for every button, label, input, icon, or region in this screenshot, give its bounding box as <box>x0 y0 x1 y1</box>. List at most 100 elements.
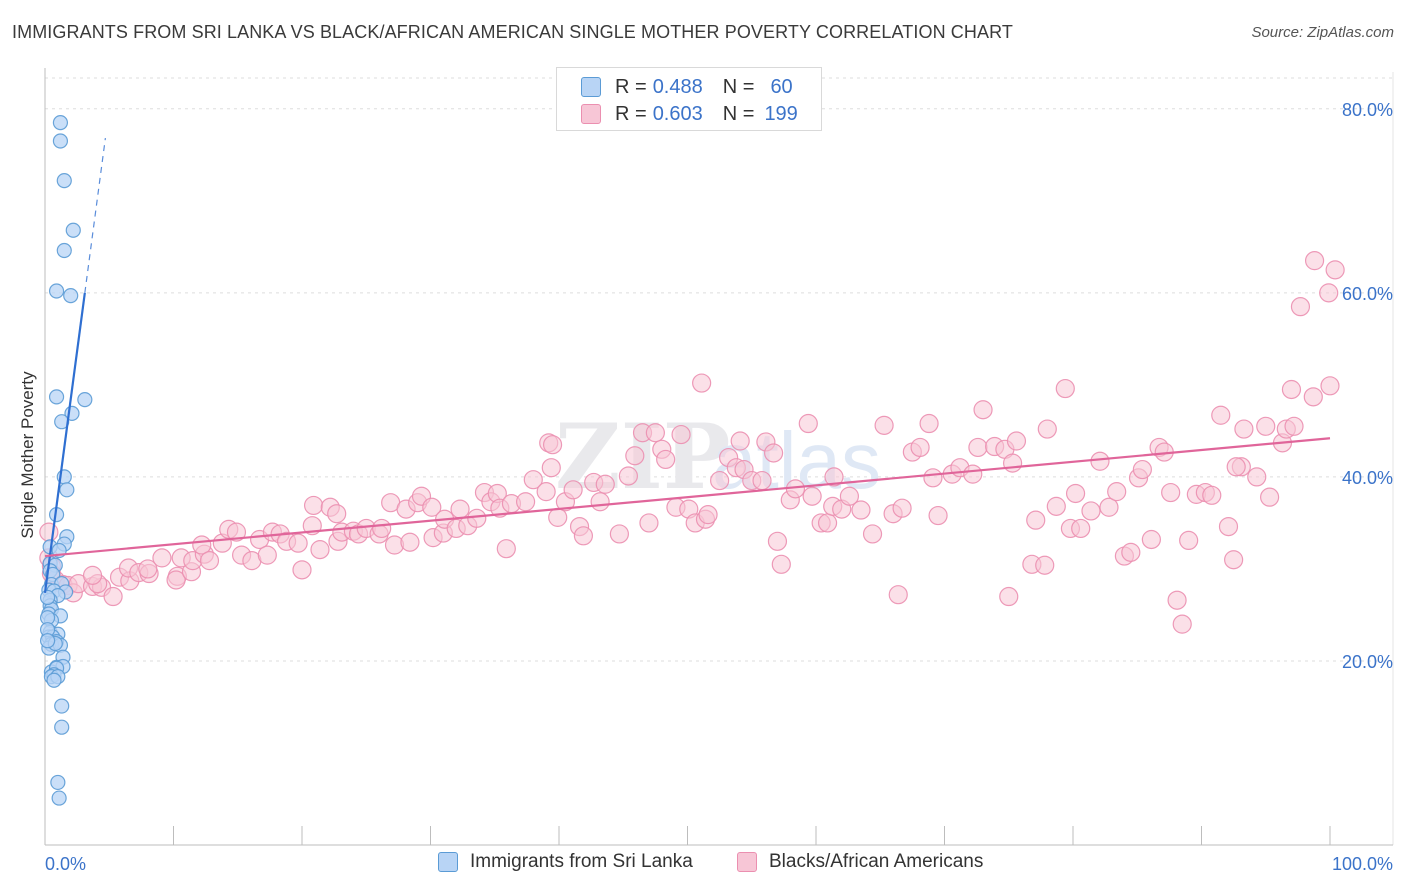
data-point-blacks <box>1320 376 1340 396</box>
data-point-blacks <box>1141 529 1161 550</box>
legend-swatch-pink <box>581 104 601 124</box>
data-point-blacks <box>166 570 186 590</box>
data-point-blacks <box>82 565 103 585</box>
data-point-blacks <box>1006 431 1027 451</box>
correlation-legend: R = 0.488 N = 60 R = 0.603 N = 199 <box>556 67 822 131</box>
legend-r-value: 0.488 <box>652 75 703 98</box>
data-point-blacks <box>1247 467 1267 487</box>
data-point-blacks <box>973 400 993 420</box>
data-point-blacks <box>1303 387 1323 407</box>
data-point-sri-lanka <box>56 242 72 259</box>
data-point-blacks <box>802 486 822 506</box>
data-point-blacks <box>1234 419 1254 439</box>
y-tick-label: 40.0% <box>1342 468 1393 488</box>
data-point-blacks <box>767 531 788 551</box>
trend-line-extension <box>84 137 106 293</box>
data-point-blacks <box>1304 251 1325 271</box>
axes <box>44 68 1393 846</box>
data-point-blacks <box>400 532 420 552</box>
data-point-blacks <box>888 585 908 605</box>
data-point-blacks <box>1325 260 1345 280</box>
data-point-blacks <box>923 468 943 488</box>
data-point-blacks <box>798 413 818 434</box>
bottom-legend-sri-lanka: Immigrants from Sri Lanka <box>438 851 693 873</box>
legend-n-value: 60 <box>770 75 793 98</box>
bottom-legend-label: Blacks/African Americans <box>769 851 984 872</box>
data-point-sri-lanka <box>52 133 69 149</box>
legend-row-blacks: R = 0.603 N = 199 <box>581 101 798 127</box>
data-point-sri-lanka <box>59 482 75 498</box>
data-point-blacks <box>590 492 610 512</box>
data-point-blacks <box>999 586 1019 607</box>
data-point-blacks <box>625 446 645 466</box>
data-point-blacks <box>1055 378 1075 399</box>
trend-line-sri-lanka <box>43 292 86 593</box>
data-point-blacks <box>288 533 308 553</box>
legend-r-label: R = <box>615 75 647 98</box>
data-point-blacks <box>1132 459 1152 480</box>
data-point-blacks <box>542 435 563 455</box>
series-immigrants-sri-lanka <box>39 115 93 806</box>
data-point-blacks <box>730 431 750 451</box>
data-point-blacks <box>1081 501 1101 521</box>
data-point-sri-lanka <box>52 115 69 131</box>
data-point-blacks <box>536 482 556 502</box>
data-point-sri-lanka <box>48 389 65 405</box>
data-point-blacks <box>152 548 172 568</box>
chart-title: IMMIGRANTS FROM SRI LANKA VS BLACK/AFRIC… <box>12 22 1013 42</box>
data-point-blacks <box>963 464 983 484</box>
data-point-sri-lanka <box>50 774 66 791</box>
data-point-blacks <box>656 449 676 470</box>
x-tick-label: 100.0% <box>1332 854 1393 874</box>
data-point-sri-lanka <box>77 392 93 408</box>
data-point-blacks <box>1026 510 1046 530</box>
data-point-blacks <box>639 513 659 533</box>
data-point-blacks <box>1211 405 1231 425</box>
data-point-blacks <box>1256 416 1276 436</box>
data-point-blacks <box>450 499 470 519</box>
data-point-blacks <box>292 560 312 580</box>
data-point-blacks <box>671 424 691 445</box>
legend-n-value: 199 <box>764 102 798 125</box>
legend-row-sri-lanka: R = 0.488 N = 60 <box>581 74 793 100</box>
data-point-blacks <box>763 443 784 463</box>
data-point-blacks <box>1046 496 1066 516</box>
trend-line-blacks <box>44 437 1331 558</box>
y-tick-label: 20.0% <box>1342 652 1393 672</box>
legend-r-label: R = <box>615 102 647 125</box>
data-point-blacks <box>1218 516 1239 537</box>
data-point-blacks <box>1003 453 1023 473</box>
data-point-sri-lanka <box>46 672 62 688</box>
data-point-blacks <box>968 437 988 458</box>
data-point-sri-lanka <box>56 172 72 189</box>
legend-n-label: N = <box>722 102 755 125</box>
bottom-legend-swatch-pink <box>737 852 757 872</box>
legend-r-value: 0.603 <box>652 102 703 125</box>
data-point-blacks <box>1284 416 1304 436</box>
data-point-blacks <box>39 522 59 542</box>
data-point-blacks <box>1167 590 1187 610</box>
data-point-sri-lanka <box>54 698 70 714</box>
data-point-blacks <box>892 498 912 518</box>
data-point-blacks <box>467 508 487 528</box>
data-point-sri-lanka <box>48 283 65 299</box>
data-point-sri-lanka <box>54 719 70 735</box>
bottom-legend-label: Immigrants from Sri Lanka <box>470 851 693 872</box>
data-point-blacks <box>1281 379 1302 400</box>
data-point-sri-lanka <box>51 790 67 806</box>
data-point-blacks <box>1290 297 1311 317</box>
data-point-blacks <box>1224 550 1244 570</box>
data-point-blacks <box>817 513 838 533</box>
data-point-blacks <box>862 524 883 544</box>
data-point-blacks <box>199 551 220 571</box>
data-point-blacks <box>1172 614 1192 634</box>
data-point-blacks <box>496 539 516 559</box>
data-point-blacks <box>1260 487 1280 507</box>
data-point-blacks <box>1071 518 1091 539</box>
data-point-blacks <box>523 470 543 490</box>
data-point-blacks <box>327 504 347 524</box>
data-point-sri-lanka <box>39 589 56 606</box>
data-point-sri-lanka <box>63 288 79 304</box>
data-point-blacks <box>515 492 536 512</box>
